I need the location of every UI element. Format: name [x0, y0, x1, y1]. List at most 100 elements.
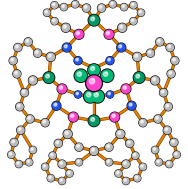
Circle shape: [110, 112, 120, 122]
Circle shape: [85, 91, 96, 102]
Circle shape: [63, 44, 70, 51]
Circle shape: [131, 19, 134, 22]
Circle shape: [43, 9, 51, 16]
Circle shape: [76, 58, 78, 61]
Circle shape: [52, 19, 55, 22]
Circle shape: [136, 54, 137, 56]
Circle shape: [161, 90, 164, 93]
Circle shape: [63, 25, 66, 28]
Circle shape: [167, 70, 175, 78]
Circle shape: [98, 5, 105, 11]
Circle shape: [44, 10, 50, 16]
Circle shape: [91, 118, 95, 121]
Circle shape: [14, 44, 21, 51]
Circle shape: [62, 43, 71, 52]
Circle shape: [138, 74, 139, 76]
Circle shape: [86, 6, 87, 7]
Circle shape: [26, 40, 29, 42]
Circle shape: [78, 160, 79, 161]
Circle shape: [165, 103, 172, 110]
Circle shape: [166, 161, 172, 167]
Circle shape: [45, 11, 47, 13]
Circle shape: [121, 4, 127, 10]
Circle shape: [139, 119, 146, 126]
Circle shape: [130, 18, 137, 25]
Circle shape: [53, 102, 60, 110]
Circle shape: [160, 89, 167, 96]
Circle shape: [14, 43, 22, 51]
Circle shape: [65, 132, 68, 134]
Circle shape: [173, 151, 180, 158]
Circle shape: [93, 148, 94, 149]
Circle shape: [16, 72, 17, 73]
Circle shape: [29, 117, 30, 118]
Circle shape: [46, 11, 47, 12]
Circle shape: [104, 29, 114, 39]
Circle shape: [122, 85, 130, 93]
Circle shape: [137, 9, 145, 16]
Circle shape: [93, 17, 94, 19]
Circle shape: [28, 160, 29, 161]
Circle shape: [158, 160, 159, 161]
Circle shape: [57, 84, 67, 94]
Circle shape: [77, 58, 78, 60]
Circle shape: [15, 160, 22, 168]
Circle shape: [121, 84, 131, 94]
Circle shape: [87, 76, 101, 90]
Circle shape: [59, 86, 62, 89]
Circle shape: [130, 18, 136, 24]
Circle shape: [139, 119, 147, 127]
Circle shape: [52, 101, 61, 110]
Circle shape: [118, 171, 119, 172]
Circle shape: [52, 3, 55, 5]
Circle shape: [102, 70, 113, 81]
Circle shape: [139, 163, 146, 170]
Circle shape: [79, 72, 81, 74]
Circle shape: [140, 164, 146, 170]
Circle shape: [174, 58, 175, 60]
Circle shape: [136, 176, 137, 177]
Circle shape: [92, 79, 94, 81]
Circle shape: [18, 162, 19, 163]
Circle shape: [133, 3, 134, 4]
Circle shape: [43, 165, 45, 167]
Circle shape: [29, 77, 37, 84]
Circle shape: [106, 72, 108, 74]
Circle shape: [32, 148, 33, 149]
Circle shape: [48, 175, 54, 181]
Circle shape: [123, 5, 124, 6]
Circle shape: [138, 10, 144, 16]
Circle shape: [105, 30, 113, 39]
Circle shape: [76, 32, 79, 35]
Circle shape: [171, 57, 179, 65]
Circle shape: [8, 152, 14, 158]
Circle shape: [58, 85, 66, 93]
Circle shape: [77, 72, 81, 76]
Circle shape: [75, 70, 86, 81]
Circle shape: [75, 91, 81, 98]
Circle shape: [159, 40, 160, 41]
Circle shape: [92, 91, 103, 102]
Circle shape: [50, 176, 51, 177]
Circle shape: [52, 2, 58, 8]
Circle shape: [117, 43, 126, 52]
Circle shape: [106, 57, 114, 65]
Circle shape: [77, 145, 79, 147]
Circle shape: [34, 49, 42, 57]
Circle shape: [51, 18, 58, 25]
Circle shape: [42, 119, 49, 126]
Circle shape: [107, 91, 113, 98]
Circle shape: [42, 163, 49, 170]
Circle shape: [30, 147, 36, 153]
Circle shape: [16, 45, 18, 48]
Circle shape: [55, 103, 57, 105]
Circle shape: [135, 176, 138, 178]
Circle shape: [106, 91, 114, 98]
Circle shape: [101, 69, 114, 82]
Circle shape: [119, 45, 122, 48]
Circle shape: [127, 101, 136, 110]
Circle shape: [43, 72, 55, 83]
Circle shape: [125, 162, 126, 163]
Circle shape: [109, 1, 116, 8]
Circle shape: [89, 146, 99, 155]
